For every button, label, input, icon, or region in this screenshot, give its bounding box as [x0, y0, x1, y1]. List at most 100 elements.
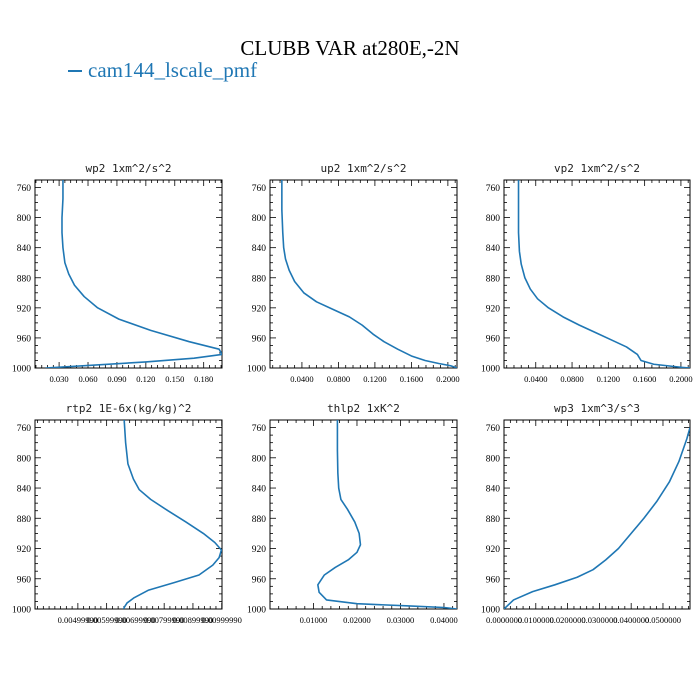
- axes-frame: [503, 419, 691, 610]
- y-tick-label: 920: [486, 304, 501, 314]
- y-tick-label: 920: [486, 545, 501, 555]
- y-tick-label: 840: [17, 485, 32, 495]
- x-tick-label: 0.00699990: [115, 615, 155, 625]
- x-tick-label: 0.00799990: [144, 615, 184, 625]
- series-line: [517, 180, 690, 368]
- y-tick-label: 880: [17, 515, 32, 525]
- x-tick-label: 0.0000000: [486, 615, 522, 625]
- y-tick-label: 840: [252, 485, 267, 495]
- series-line: [122, 420, 222, 609]
- axes-frame: [269, 179, 458, 369]
- y-tick-label: 960: [17, 334, 32, 344]
- x-tick-label: 0.04000: [430, 615, 458, 625]
- x-tick-label: 0.030: [50, 374, 69, 384]
- y-tick-label: 920: [252, 545, 267, 555]
- x-tick-label: 0.01000: [300, 615, 328, 625]
- x-tick-label: 0.120: [136, 374, 155, 384]
- x-tick-label: 0.03000: [387, 615, 415, 625]
- x-tick-label: 0.0500000: [645, 615, 681, 625]
- subplot-2: up2 1xm^2/s^2 760 800 840 880 920 960 1000 0.040…: [247, 162, 460, 384]
- y-tick-label: 800: [252, 454, 267, 464]
- x-tick-label: 0.0300000: [581, 615, 617, 625]
- y-tick-label: 880: [17, 274, 32, 284]
- x-tick-label: 0.2000: [436, 374, 459, 384]
- x-tick-label: 0.00899990: [173, 615, 213, 625]
- y-tick-label: 840: [252, 244, 267, 254]
- y-tick-label: 760: [486, 184, 501, 194]
- subplot-5: thlp2 1xK^2 760 800 840 880 920 960 1000 0.01000…: [247, 402, 458, 625]
- series-line: [317, 420, 457, 609]
- legend-label: cam144_lscale_pmf: [88, 58, 258, 82]
- y-tick-label: 920: [17, 304, 32, 314]
- y-tick-label: 800: [486, 214, 501, 224]
- x-tick-label: 0.0200000: [550, 615, 586, 625]
- x-tick-label: 0.0800: [560, 374, 583, 384]
- y-tick-label: 800: [17, 454, 32, 464]
- subplot-title: wp2 1xm^2/s^2: [85, 162, 171, 175]
- x-tick-label: 0.0400: [290, 374, 313, 384]
- subplot-title: up2 1xm^2/s^2: [320, 162, 406, 175]
- y-tick-label: 960: [486, 334, 501, 344]
- series-line: [45, 180, 222, 368]
- y-tick-label: 1000: [481, 606, 500, 616]
- subplot-6: wp3 1xm^3/s^3 760 800 840 880 920 960 10000.000…: [481, 402, 691, 625]
- y-tick-label: 840: [486, 485, 501, 495]
- y-tick-label: 920: [17, 545, 32, 555]
- legend: cam144_lscale_pmf: [68, 58, 257, 83]
- x-tick-label: 0.1200: [363, 374, 386, 384]
- y-tick-label: 1000: [247, 365, 266, 375]
- x-tick-label: 0.180: [194, 374, 213, 384]
- x-tick-label: 0.090: [107, 374, 126, 384]
- y-tick-label: 760: [17, 424, 32, 434]
- axes-frame: [269, 419, 458, 610]
- subplot-title: rtp2 1E-6x(kg/kg)^2: [66, 402, 192, 415]
- y-tick-label: 1000: [481, 365, 500, 375]
- y-tick-label: 920: [252, 304, 267, 314]
- legend-line-icon: [68, 70, 82, 73]
- y-tick-label: 960: [17, 575, 32, 585]
- y-tick-label: 760: [252, 184, 267, 194]
- y-tick-label: 880: [486, 515, 501, 525]
- x-tick-label: 0.1600: [633, 374, 656, 384]
- x-tick-label: 0.060: [78, 374, 97, 384]
- axes-frame: [503, 179, 691, 369]
- y-tick-label: 880: [486, 274, 501, 284]
- y-tick-label: 840: [17, 244, 32, 254]
- x-tick-label: 0.02000: [343, 615, 371, 625]
- axes-frame: [34, 419, 223, 610]
- y-tick-label: 1000: [12, 365, 31, 375]
- y-tick-label: 760: [252, 424, 267, 434]
- y-tick-label: 800: [486, 454, 501, 464]
- x-tick-label: 0.0100000: [518, 615, 554, 625]
- y-tick-label: 1000: [247, 606, 266, 616]
- y-tick-label: 960: [252, 334, 267, 344]
- y-tick-label: 960: [252, 575, 267, 585]
- y-tick-label: 1000: [12, 606, 31, 616]
- series-line: [504, 427, 690, 609]
- x-tick-label: 0.00499990: [58, 615, 98, 625]
- subplot-title: vp2 1xm^2/s^2: [554, 162, 640, 175]
- subplot-title: wp3 1xm^3/s^3: [554, 402, 640, 415]
- x-tick-label: 0.1200: [597, 374, 620, 384]
- x-tick-label: 0.150: [165, 374, 184, 384]
- y-tick-label: 800: [17, 214, 32, 224]
- x-tick-label: 0.00999990: [202, 615, 242, 625]
- x-tick-label: 0.00599990: [86, 615, 126, 625]
- x-tick-label: 0.0400: [524, 374, 547, 384]
- x-tick-label: 0.0800: [327, 374, 350, 384]
- y-tick-label: 840: [486, 244, 501, 254]
- y-tick-label: 760: [17, 184, 32, 194]
- y-tick-label: 960: [486, 575, 501, 585]
- x-tick-label: 0.2000: [669, 374, 692, 384]
- figure-title: CLUBB VAR at280E,-2N: [240, 36, 460, 60]
- y-tick-label: 800: [252, 214, 267, 224]
- subplot-4: rtp2 1E-6x(kg/kg)^2 760 800 840 880 920 960 100…: [12, 402, 242, 625]
- subplot-title: thlp2 1xK^2: [327, 402, 400, 415]
- y-tick-label: 880: [252, 274, 267, 284]
- series-line: [281, 180, 457, 368]
- x-tick-label: 0.0400000: [613, 615, 649, 625]
- subplot-1: wp2 1xm^2/s^2 760 800 840 880 920 960 1000 0.030…: [12, 162, 223, 384]
- y-tick-label: 760: [486, 424, 501, 434]
- subplot-3: vp2 1xm^2/s^2 760 800 840 880 920 960 1000 0.040…: [481, 162, 693, 384]
